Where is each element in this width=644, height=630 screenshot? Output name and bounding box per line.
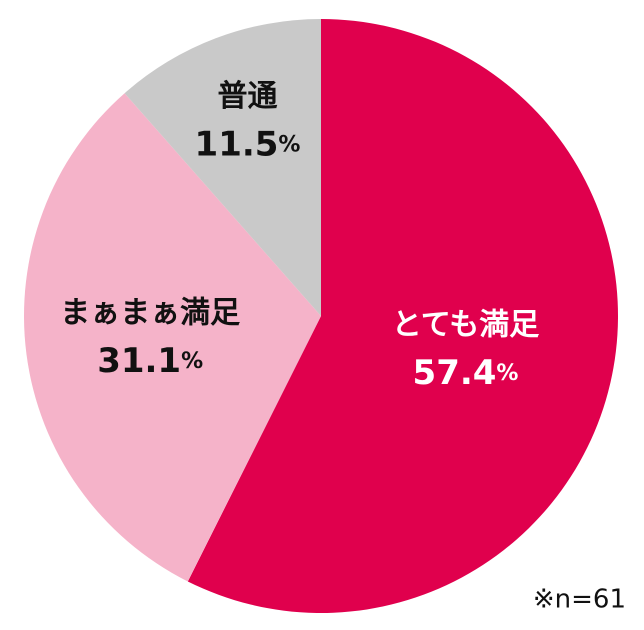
slice-label: とても満足 bbox=[392, 308, 540, 343]
annotation: ※n=61 bbox=[533, 585, 626, 615]
pie-slice bbox=[187, 19, 619, 613]
value-label: 57.4% bbox=[413, 353, 519, 393]
pie-slice bbox=[23, 93, 321, 582]
slice-label: まぁまぁ満足 bbox=[60, 296, 240, 331]
pie-slice bbox=[124, 19, 321, 316]
value-label: 11.5% bbox=[195, 124, 301, 164]
value-label: 31.1% bbox=[97, 341, 203, 381]
slice-label: 普通 bbox=[218, 79, 278, 114]
